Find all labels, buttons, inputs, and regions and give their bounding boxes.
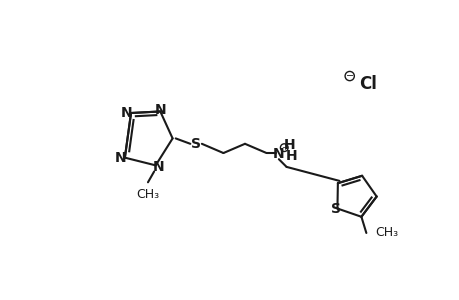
Text: H: H: [283, 138, 295, 152]
Text: +: +: [280, 143, 287, 152]
Text: −: −: [345, 71, 353, 81]
Text: N: N: [114, 152, 126, 165]
Text: CH₃: CH₃: [375, 226, 398, 239]
Text: N: N: [152, 160, 164, 174]
Text: Cl: Cl: [358, 75, 376, 93]
Text: N: N: [272, 147, 283, 161]
Text: CH₃: CH₃: [136, 188, 159, 202]
Text: N: N: [120, 106, 132, 120]
Text: S: S: [330, 202, 340, 215]
Text: H: H: [285, 149, 297, 163]
Text: N: N: [155, 103, 167, 117]
Text: S: S: [190, 137, 200, 151]
